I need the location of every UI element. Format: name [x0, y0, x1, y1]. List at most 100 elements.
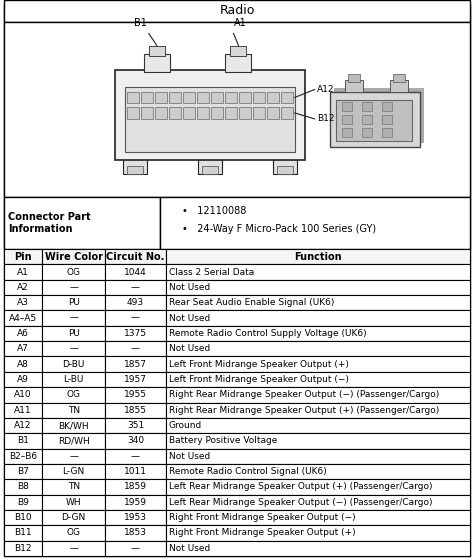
Text: A4–A5: A4–A5: [9, 314, 37, 323]
Bar: [160, 197, 470, 249]
Text: —: —: [131, 283, 140, 292]
Bar: [127, 107, 139, 119]
Bar: [166, 449, 470, 464]
Bar: [42, 525, 105, 540]
Text: Left Rear Midrange Speaker Output (−) (Passenger/Cargo): Left Rear Midrange Speaker Output (−) (P…: [169, 498, 432, 507]
Bar: [334, 88, 424, 143]
Text: Not Used: Not Used: [169, 283, 210, 292]
Bar: [166, 264, 470, 279]
Bar: [211, 107, 223, 119]
Bar: [166, 357, 470, 372]
Text: —: —: [69, 544, 78, 553]
Bar: [4, 197, 160, 249]
Text: Circuit No.: Circuit No.: [106, 251, 164, 262]
Text: —: —: [131, 314, 140, 323]
Text: 1957: 1957: [124, 375, 147, 384]
Bar: [105, 510, 166, 525]
Bar: [42, 264, 105, 279]
Bar: [4, 525, 42, 540]
Bar: [166, 510, 470, 525]
Text: —: —: [69, 283, 78, 292]
Bar: [42, 418, 105, 433]
Text: 1375: 1375: [124, 329, 147, 338]
Bar: [4, 326, 42, 341]
Bar: [183, 92, 195, 103]
Bar: [166, 525, 470, 540]
Bar: [42, 295, 105, 310]
Bar: [342, 128, 352, 137]
Text: Battery Positive Voltage: Battery Positive Voltage: [169, 436, 277, 445]
Bar: [105, 357, 166, 372]
Text: Right Rear Midrange Speaker Output (−) (Passenger/Cargo): Right Rear Midrange Speaker Output (−) (…: [169, 390, 439, 399]
Text: 1955: 1955: [124, 390, 147, 399]
Text: TN: TN: [68, 405, 80, 414]
Bar: [42, 494, 105, 510]
Bar: [42, 449, 105, 464]
Bar: [166, 326, 470, 341]
Bar: [4, 0, 470, 22]
Bar: [105, 310, 166, 326]
Text: TN: TN: [68, 482, 80, 492]
Text: Not Used: Not Used: [169, 314, 210, 323]
Bar: [42, 310, 105, 326]
Text: B9: B9: [17, 498, 29, 507]
Bar: [105, 249, 166, 264]
Text: •   12110088: • 12110088: [182, 206, 246, 216]
Bar: [202, 166, 218, 174]
Bar: [105, 494, 166, 510]
Bar: [125, 87, 295, 152]
Bar: [105, 433, 166, 449]
Text: —: —: [69, 452, 78, 461]
Bar: [166, 310, 470, 326]
Bar: [225, 92, 237, 103]
Bar: [267, 107, 279, 119]
Bar: [166, 540, 470, 556]
Text: PU: PU: [68, 329, 80, 338]
Bar: [166, 341, 470, 357]
Text: Ground: Ground: [169, 421, 202, 430]
Bar: [342, 115, 352, 124]
Bar: [42, 249, 105, 264]
Text: Right Front Midrange Speaker Output (+): Right Front Midrange Speaker Output (+): [169, 529, 356, 538]
Bar: [169, 92, 181, 103]
Bar: [105, 479, 166, 494]
Bar: [42, 540, 105, 556]
Bar: [42, 510, 105, 525]
Bar: [330, 92, 420, 147]
Bar: [4, 510, 42, 525]
Bar: [42, 464, 105, 479]
Text: 340: 340: [127, 436, 144, 445]
Bar: [382, 128, 392, 137]
Text: Left Front Midrange Speaker Output (−): Left Front Midrange Speaker Output (−): [169, 375, 348, 384]
Text: Class 2 Serial Data: Class 2 Serial Data: [169, 268, 254, 277]
Bar: [4, 479, 42, 494]
Text: Remote Radio Control Supply Voltage (UK6): Remote Radio Control Supply Voltage (UK6…: [169, 329, 366, 338]
Bar: [105, 418, 166, 433]
Text: Function: Function: [294, 251, 342, 262]
Text: 1853: 1853: [124, 529, 147, 538]
Text: 351: 351: [127, 421, 144, 430]
Bar: [281, 107, 293, 119]
Bar: [382, 102, 392, 111]
Text: 1857: 1857: [124, 360, 147, 368]
Text: Left Front Midrange Speaker Output (+): Left Front Midrange Speaker Output (+): [169, 360, 348, 368]
Text: BK/WH: BK/WH: [58, 421, 89, 430]
Text: Radio: Radio: [219, 4, 255, 17]
Bar: [336, 100, 412, 141]
Bar: [166, 479, 470, 494]
Bar: [197, 92, 209, 103]
Text: A2: A2: [17, 283, 29, 292]
Text: L-BU: L-BU: [64, 375, 84, 384]
Text: —: —: [131, 544, 140, 553]
Text: 1011: 1011: [124, 467, 147, 476]
Bar: [4, 540, 42, 556]
Bar: [362, 128, 372, 137]
Bar: [198, 157, 222, 174]
Text: —: —: [69, 314, 78, 323]
Bar: [239, 92, 251, 103]
Text: A8: A8: [17, 360, 29, 368]
Bar: [393, 74, 405, 82]
Bar: [225, 107, 237, 119]
Bar: [42, 326, 105, 341]
Bar: [141, 107, 153, 119]
